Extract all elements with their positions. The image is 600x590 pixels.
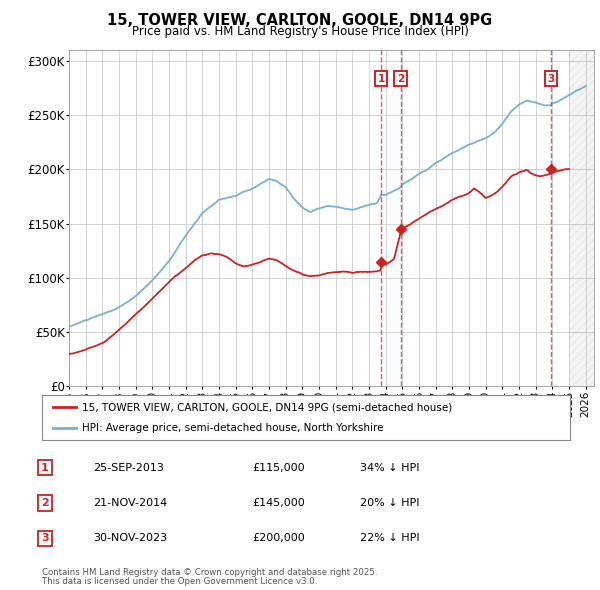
Text: This data is licensed under the Open Government Licence v3.0.: This data is licensed under the Open Gov… bbox=[42, 577, 317, 586]
Text: £145,000: £145,000 bbox=[252, 498, 305, 508]
Text: 2: 2 bbox=[41, 498, 49, 508]
Text: £200,000: £200,000 bbox=[252, 533, 305, 543]
Text: 3: 3 bbox=[41, 533, 49, 543]
Text: 20% ↓ HPI: 20% ↓ HPI bbox=[360, 498, 419, 508]
Text: 25-SEP-2013: 25-SEP-2013 bbox=[93, 463, 164, 473]
Text: HPI: Average price, semi-detached house, North Yorkshire: HPI: Average price, semi-detached house,… bbox=[82, 422, 383, 432]
Text: Price paid vs. HM Land Registry's House Price Index (HPI): Price paid vs. HM Land Registry's House … bbox=[131, 25, 469, 38]
Text: 15, TOWER VIEW, CARLTON, GOOLE, DN14 9PG: 15, TOWER VIEW, CARLTON, GOOLE, DN14 9PG bbox=[107, 13, 493, 28]
Bar bbox=[550, 50, 557, 386]
Text: 21-NOV-2014: 21-NOV-2014 bbox=[93, 498, 167, 508]
Text: 2: 2 bbox=[397, 74, 404, 84]
Text: 34% ↓ HPI: 34% ↓ HPI bbox=[360, 463, 419, 473]
Text: £115,000: £115,000 bbox=[252, 463, 305, 473]
Text: 15, TOWER VIEW, CARLTON, GOOLE, DN14 9PG (semi-detached house): 15, TOWER VIEW, CARLTON, GOOLE, DN14 9PG… bbox=[82, 402, 452, 412]
Bar bbox=[569, 50, 598, 386]
Bar bbox=[381, 50, 400, 386]
Text: 3: 3 bbox=[547, 74, 554, 84]
Text: Contains HM Land Registry data © Crown copyright and database right 2025.: Contains HM Land Registry data © Crown c… bbox=[42, 568, 377, 576]
Text: 30-NOV-2023: 30-NOV-2023 bbox=[93, 533, 167, 543]
Text: 1: 1 bbox=[377, 74, 385, 84]
Text: 22% ↓ HPI: 22% ↓ HPI bbox=[360, 533, 419, 543]
Text: 1: 1 bbox=[41, 463, 49, 473]
